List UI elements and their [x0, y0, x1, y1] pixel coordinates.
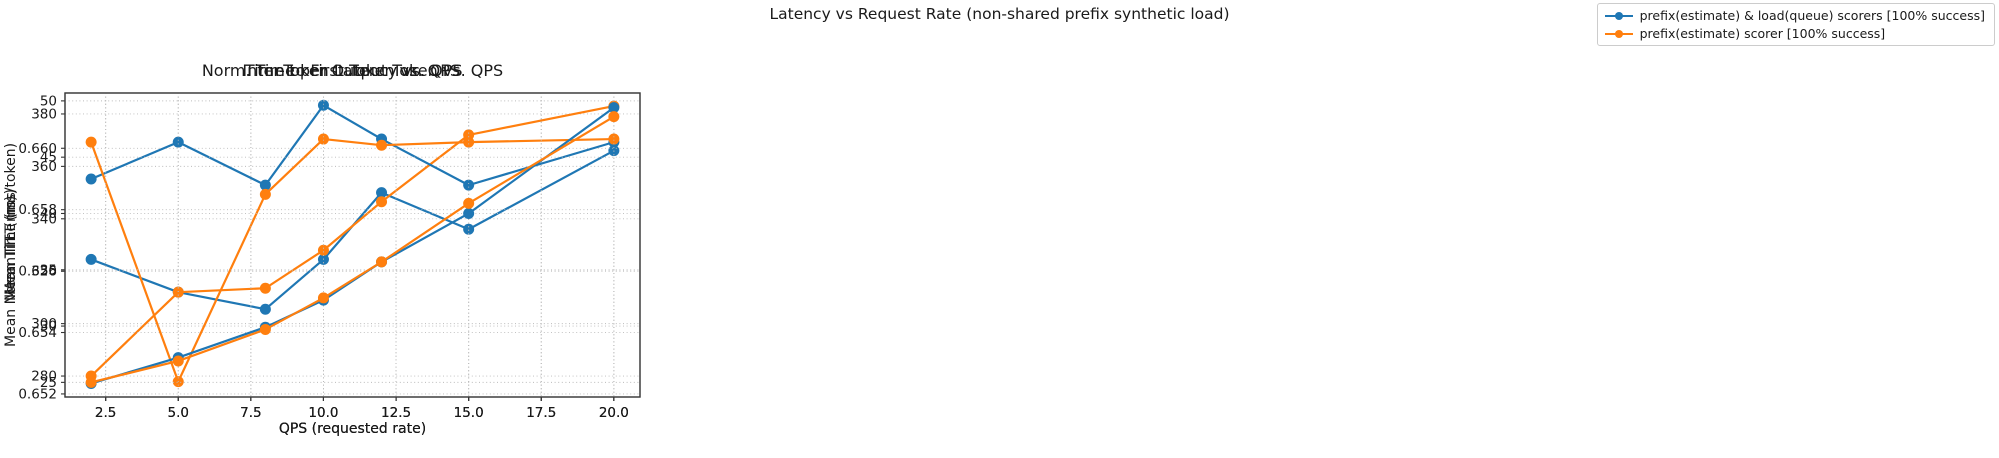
data-point-marker	[317, 292, 329, 304]
x-tick-label: 20.0	[599, 405, 629, 421]
data-point-marker	[259, 179, 271, 191]
x-tick-label: 12.5	[381, 405, 411, 421]
data-point-marker	[463, 197, 475, 209]
x-tick-label: 2.5	[95, 405, 116, 421]
figure-title: Latency vs Request Rate (non-shared pref…	[769, 5, 1230, 23]
x-tick-label: 7.5	[240, 405, 261, 421]
legend-line-marker-icon	[1604, 29, 1633, 39]
y-tick-label: 40	[40, 206, 57, 222]
axes: 2.5 5.0 7.5 10.0 12.5 15.0 17.5 20.0 25 30 35 40 45 5…	[40, 92, 641, 421]
chart-panel-itl: Inter-Token Latency vs. QPS Mean ITL (ms…	[0, 0, 666, 458]
x-axis-label: QPS (requested rate)	[278, 421, 427, 437]
x-tick-label: 20.0	[599, 405, 629, 421]
data-point-marker	[376, 139, 388, 151]
legend: prefix(estimate) & load(queue) scorers […	[1596, 3, 1995, 46]
data-point-marker	[259, 188, 271, 200]
x-tick-label: 5.0	[168, 405, 189, 421]
x-tick-label: 20.0	[599, 405, 629, 421]
data-point-marker	[85, 376, 97, 388]
data-point-marker	[376, 187, 388, 199]
data-point-marker	[259, 323, 271, 335]
x-tick-label: 17.5	[526, 405, 556, 421]
x-tick-label: 15.0	[454, 405, 484, 421]
y-tick-label: 340	[31, 211, 57, 227]
y-tick-label: 380	[31, 106, 57, 122]
chart-title: Time to First Token vs. QPS	[244, 61, 461, 80]
data-point-marker	[608, 102, 620, 114]
data-point-marker	[317, 99, 329, 111]
data-point-marker	[172, 286, 184, 298]
legend-item-blue: prefix(estimate) & load(queue) scorers […	[1604, 8, 1985, 23]
series-line	[90, 106, 615, 385]
x-tick-label: 2.5	[95, 405, 116, 421]
y-tick-label: 45	[40, 150, 57, 166]
data-point-marker	[463, 223, 475, 235]
y-tick-label: 0.660	[18, 141, 57, 157]
x-tick-label: 10.0	[308, 405, 338, 421]
y-tick-label: 25	[40, 375, 57, 391]
data-point-marker	[463, 136, 475, 148]
legend-item-orange: prefix(estimate) scorer [100% success]	[1604, 26, 1985, 41]
x-tick-label: 10.0	[308, 405, 338, 421]
y-tick-label: 50	[40, 93, 57, 109]
x-tick-label: 7.5	[240, 405, 261, 421]
y-tick-label: 300	[31, 316, 57, 332]
data-point-marker	[463, 207, 475, 219]
y-tick-label: 35	[40, 262, 57, 278]
data-point-marker	[259, 282, 271, 294]
x-tick-label: 12.5	[381, 405, 411, 421]
y-tick-label: 320	[31, 264, 57, 280]
x-tick-label: 7.5	[240, 405, 261, 421]
data-point-marker	[85, 173, 97, 185]
legend-line-marker-icon	[1604, 11, 1633, 21]
data-point-marker	[608, 111, 620, 123]
data-point-marker	[172, 136, 184, 148]
x-tick-label: 17.5	[526, 405, 556, 421]
y-tick-label: 0.658	[18, 202, 57, 218]
data-point-marker	[85, 136, 97, 148]
x-tick-label: 2.5	[95, 405, 116, 421]
x-axis-label: QPS (requested rate)	[278, 421, 427, 437]
data-point-marker	[259, 303, 271, 315]
data-point-marker	[317, 133, 329, 145]
chart-title: Norm. Time per Output Token vs. QPS	[201, 61, 504, 80]
data-point-marker	[317, 244, 329, 256]
axes-frame	[64, 92, 641, 398]
data-point-marker	[608, 133, 620, 145]
data-point-marker	[376, 196, 388, 208]
x-tick-label: 5.0	[168, 405, 189, 421]
x-tick-label: 12.5	[381, 405, 411, 421]
data-point-marker	[376, 256, 388, 268]
y-tick-label: 0.656	[18, 264, 57, 280]
y-tick-label: 280	[31, 369, 57, 385]
data-point-marker	[85, 253, 97, 265]
series-line	[90, 115, 615, 384]
x-tick-label: 15.0	[454, 405, 484, 421]
y-tick-label: 0.654	[18, 325, 57, 341]
x-tick-label: 10.0	[308, 405, 338, 421]
legend-label: prefix(estimate) scorer [100% success]	[1639, 26, 1886, 41]
x-tick-label: 17.5	[526, 405, 556, 421]
plot-area-itl: 2.5 5.0 7.5 10.0 12.5 15.0 17.5 20.0 25 30 35 40 45 5…	[40, 92, 641, 421]
y-tick-label: 0.652	[18, 386, 57, 402]
y-tick-label: 360	[31, 159, 57, 175]
data-point-marker	[172, 355, 184, 367]
x-axis-label: QPS (requested rate)	[278, 421, 427, 437]
x-tick-label: 15.0	[454, 405, 484, 421]
chart-title: Inter-Token Latency vs. QPS	[242, 61, 463, 80]
data-point-marker	[463, 179, 475, 191]
legend-label: prefix(estimate) & load(queue) scorers […	[1639, 8, 1985, 23]
y-tick-label: 30	[40, 319, 57, 335]
x-tick-label: 5.0	[168, 405, 189, 421]
